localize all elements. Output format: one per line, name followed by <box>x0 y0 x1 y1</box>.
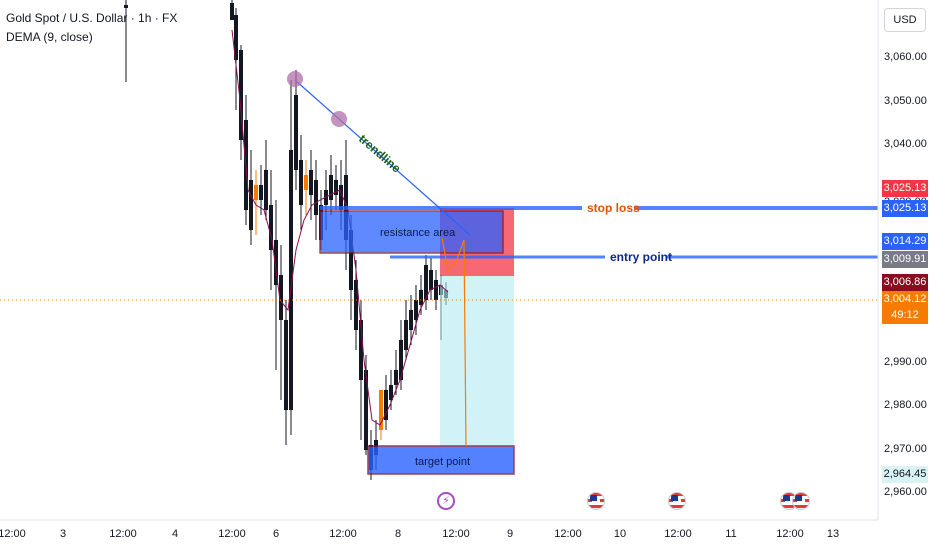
swing-high-marker <box>287 71 303 87</box>
candle-body <box>354 280 358 330</box>
stop-loss-label: stop loss <box>587 201 640 215</box>
us-flag-event-icon[interactable] <box>668 492 686 510</box>
projection-path <box>441 237 467 447</box>
price-badge: 3,006.86 <box>882 274 928 291</box>
candle-body <box>314 180 318 215</box>
candle-body <box>294 95 298 170</box>
price-badge: 49:12 <box>882 307 928 324</box>
price-tick-label: 2,960.00 <box>884 486 927 498</box>
candle-body <box>279 275 283 320</box>
candle-body <box>404 320 408 350</box>
time-tick-label: 8 <box>394 528 402 540</box>
entry-point-label: entry point <box>610 250 672 264</box>
time-tick-label: 12:00 <box>329 528 357 540</box>
candle-body <box>254 185 258 200</box>
price-tick-label: 3,050.00 <box>884 95 927 107</box>
resistance-area-box <box>319 210 504 254</box>
candle-body <box>429 270 433 290</box>
drawing-overlays: resistance area target point trendline stop… <box>231 29 878 475</box>
price-tick-label: 2,970.00 <box>884 443 927 455</box>
candle-body <box>309 170 313 195</box>
time-tick-label: 13 <box>826 528 840 540</box>
time-tick-label: 4 <box>171 528 179 540</box>
price-badge: 3,025.13 <box>882 180 928 197</box>
currency-button[interactable]: USD <box>884 8 926 32</box>
resistance-area-label: resistance area <box>380 227 456 239</box>
candle-body <box>394 370 398 385</box>
dema-line <box>231 29 449 426</box>
candle-body <box>399 340 403 380</box>
candle-body <box>234 15 238 60</box>
candle-body <box>274 240 278 285</box>
time-tick-label: 12:00 <box>0 528 26 540</box>
candle-body <box>409 310 413 330</box>
candle-body <box>424 265 428 300</box>
symbol-title[interactable]: Gold Spot / U.S. Dollar · 1h · FX <box>6 11 178 25</box>
candle-body <box>269 205 273 250</box>
price-badge: 2,964.45 <box>882 466 928 483</box>
time-tick-label: 12:00 <box>554 528 582 540</box>
us-flag-event-icon[interactable] <box>792 492 810 510</box>
target-point-box <box>367 445 515 475</box>
candle-body <box>434 280 438 300</box>
price-tick-label: 3,060.00 <box>884 51 927 63</box>
candle-body <box>259 185 263 200</box>
indicator-label[interactable]: DEMA (9, close) <box>6 30 93 44</box>
time-tick-label: 11 <box>725 528 737 540</box>
price-badge: 3,004.12 <box>882 291 928 308</box>
candle-body <box>249 180 253 230</box>
candle-body <box>304 175 308 190</box>
price-tick-label: 2,990.00 <box>884 356 927 368</box>
candlestick-series <box>124 0 448 480</box>
time-tick-label: 12:00 <box>109 528 137 540</box>
candle-body <box>419 290 423 305</box>
entry-point-label-bg <box>605 248 667 266</box>
candle-body <box>339 185 343 210</box>
candle-body <box>364 370 368 450</box>
target-zone <box>440 276 514 446</box>
candle-body <box>264 170 268 210</box>
time-tick-label: 12:00 <box>442 528 470 540</box>
candle-body <box>299 160 303 205</box>
time-tick-label: 12:00 <box>218 528 246 540</box>
time-tick-label: 12:00 <box>776 528 804 540</box>
price-badge: 3,009.91 <box>882 251 928 268</box>
candle-body <box>359 320 363 380</box>
price-badge: 3,025.13 <box>882 200 928 217</box>
target-point-label: target point <box>415 456 470 468</box>
time-tick-label: 10 <box>613 528 627 540</box>
candle-body <box>334 180 338 195</box>
candle-body <box>239 50 243 140</box>
candle-body <box>384 390 388 420</box>
candle-body <box>329 175 333 200</box>
lightning-event-icon[interactable]: ⚡ <box>437 492 455 510</box>
time-tick-label: 12:00 <box>664 528 692 540</box>
candle-body <box>389 385 393 400</box>
trendline-label: trendline <box>356 132 404 176</box>
time-tick-label: 6 <box>272 528 280 540</box>
candle-body <box>349 230 353 290</box>
price-badge: 3,014.29 <box>882 233 928 250</box>
price-tick-label: 2,980.00 <box>884 399 927 411</box>
price-tick-label: 3,040.00 <box>884 138 927 150</box>
candle-body <box>414 300 418 320</box>
candle-body <box>284 320 288 410</box>
swing-high-marker <box>331 111 347 127</box>
candle-body <box>379 390 383 430</box>
time-tick-label: 3 <box>59 528 67 540</box>
us-flag-event-icon[interactable] <box>587 492 605 510</box>
time-tick-label: 9 <box>506 528 514 540</box>
candle-body <box>230 3 234 20</box>
candle-body <box>124 5 128 8</box>
stop-loss-label-bg <box>582 199 634 217</box>
candle-body <box>289 150 293 410</box>
